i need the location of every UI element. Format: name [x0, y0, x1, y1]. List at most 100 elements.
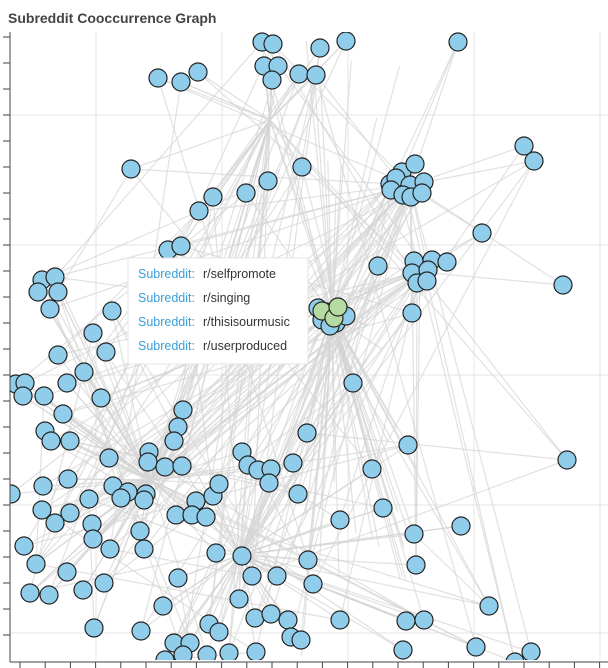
edge — [180, 81, 271, 121]
node — [14, 536, 34, 556]
node — [138, 452, 158, 472]
node — [84, 618, 104, 638]
edge — [198, 184, 411, 212]
edge — [239, 554, 341, 621]
node — [83, 323, 103, 343]
edge — [331, 314, 373, 538]
edge — [331, 314, 410, 535]
edge — [41, 184, 411, 281]
node — [398, 435, 418, 455]
axes — [3, 32, 608, 668]
node — [131, 621, 151, 641]
edge — [66, 382, 151, 481]
node — [405, 154, 425, 174]
edge — [177, 577, 191, 644]
node — [236, 183, 256, 203]
edge — [331, 314, 399, 512]
node — [229, 589, 249, 609]
node — [232, 546, 252, 566]
node — [219, 643, 239, 660]
edge — [312, 160, 535, 585]
node — [48, 345, 68, 365]
node — [278, 610, 298, 630]
node — [393, 640, 413, 660]
node — [121, 159, 141, 179]
node — [130, 521, 150, 541]
edge — [109, 271, 421, 550]
node — [206, 543, 226, 563]
node — [259, 473, 279, 493]
edge — [254, 184, 411, 619]
edge — [241, 322, 337, 557]
edge — [175, 271, 421, 516]
edge — [208, 119, 271, 625]
node — [448, 32, 468, 52]
node — [171, 236, 191, 256]
node — [362, 459, 382, 479]
node — [173, 645, 193, 660]
node — [414, 610, 434, 630]
edge — [41, 279, 151, 481]
node — [197, 645, 217, 660]
edge — [339, 271, 421, 621]
edge — [325, 184, 411, 313]
node — [189, 201, 209, 221]
node — [553, 275, 573, 295]
node — [368, 256, 388, 276]
edge — [162, 554, 241, 607]
edge — [157, 77, 411, 186]
node — [196, 507, 216, 527]
node — [99, 448, 119, 468]
tooltip-label: Subreddit: — [138, 315, 195, 329]
node — [330, 610, 350, 630]
node — [100, 539, 120, 559]
node — [291, 630, 311, 650]
tooltip-value: r/userproduced — [203, 339, 287, 353]
node — [171, 72, 191, 92]
edge — [331, 60, 352, 316]
node — [45, 513, 65, 533]
tooltip-label: Subreddit: — [138, 291, 195, 305]
node — [258, 171, 278, 191]
node — [172, 456, 192, 476]
node — [173, 400, 193, 420]
node — [373, 498, 393, 518]
node — [245, 608, 265, 628]
edge — [54, 41, 263, 278]
edge — [140, 119, 271, 632]
node — [134, 539, 154, 559]
node — [466, 637, 486, 657]
edge — [49, 184, 411, 310]
node — [13, 386, 33, 406]
node — [417, 271, 437, 291]
edge — [130, 119, 271, 170]
edge — [239, 554, 404, 651]
edge — [413, 533, 490, 607]
edge — [197, 71, 271, 121]
tooltip-value: r/selfpromote — [203, 267, 276, 281]
node — [40, 299, 60, 319]
node — [209, 622, 229, 642]
node — [514, 136, 534, 156]
edge — [239, 554, 532, 653]
node — [505, 652, 525, 660]
edge — [331, 66, 401, 316]
node — [261, 604, 281, 624]
node — [102, 301, 122, 321]
node — [79, 489, 99, 509]
edge — [182, 119, 271, 656]
edge — [304, 314, 333, 517]
edge — [54, 276, 151, 481]
edge — [314, 81, 333, 316]
node — [83, 529, 103, 549]
edge — [331, 314, 380, 547]
node — [406, 555, 426, 575]
node — [298, 550, 318, 570]
edge — [239, 533, 415, 556]
node — [289, 64, 309, 84]
node — [168, 568, 188, 588]
node — [521, 642, 541, 660]
edge — [57, 168, 132, 293]
tooltip: Subreddit: r/selfpromote Subreddit: r/singi… — [127, 257, 309, 365]
